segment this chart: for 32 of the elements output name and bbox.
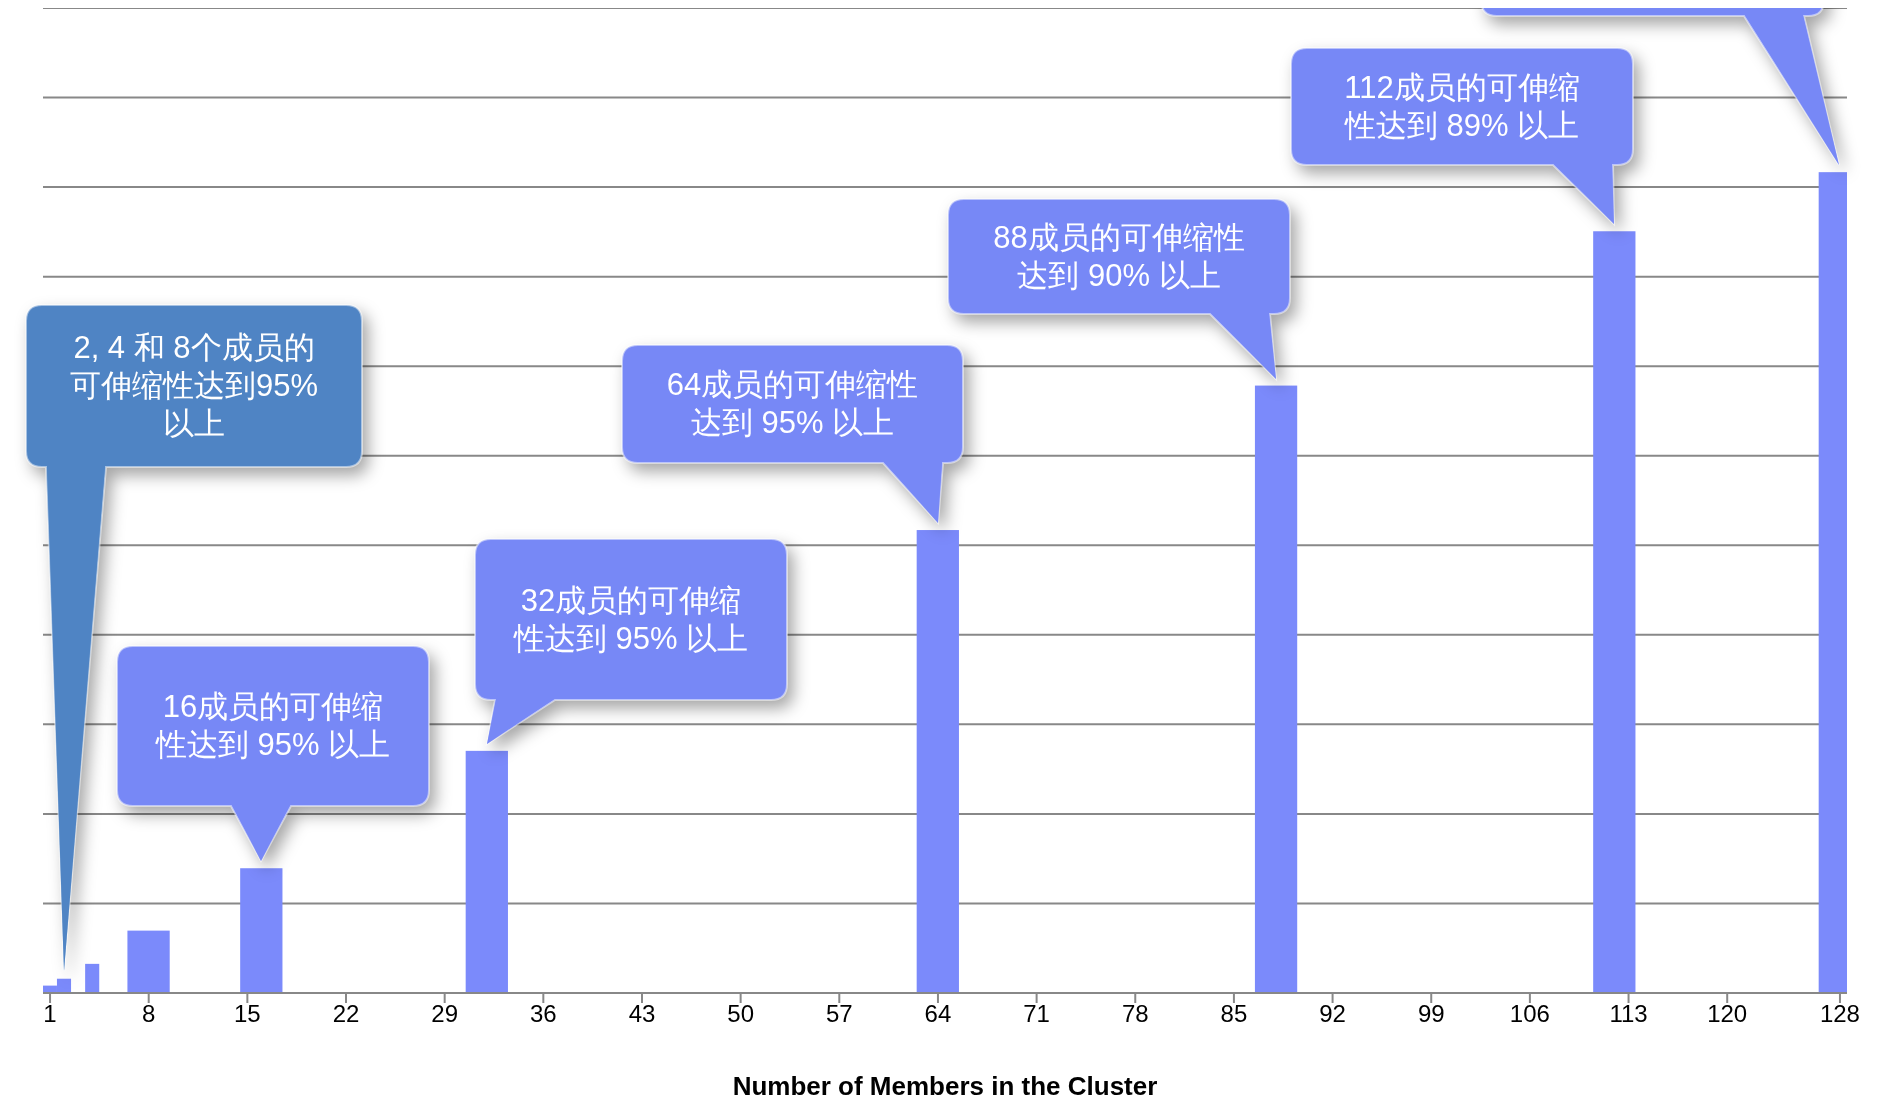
bar — [916, 530, 959, 993]
text: 112成员的可伸缩性达到 89% 以上 — [1343, 68, 1581, 145]
x-tick-label: 120 — [1707, 1000, 1748, 1028]
annotation: 32成员的可伸缩性达到 95% 以上 — [512, 581, 750, 658]
annotation: 16成员的可伸缩性达到 95% 以上 — [154, 688, 392, 764]
bar — [240, 868, 283, 993]
x-tick-label: 106 — [1509, 1000, 1550, 1028]
annotation: 88成员的可伸缩性达到 90% 以上 — [992, 218, 1246, 295]
x-tick-label: 128 — [1819, 1000, 1860, 1028]
bar — [1593, 231, 1636, 993]
x-tick-label: 64 — [924, 1000, 952, 1028]
annotation: 64成员的可伸缩性达到 95% 以上 — [665, 366, 920, 442]
x-tick-label: 99 — [1417, 1000, 1445, 1028]
bar — [127, 930, 170, 993]
x-tick-label: 8 — [142, 1000, 156, 1028]
x-tick-label: 92 — [1319, 1000, 1346, 1028]
x-axis-title: Number of Members in the Cluster — [732, 1071, 1158, 1101]
x-tick-label: 29 — [431, 1000, 459, 1028]
x-tick-label: 113 — [1609, 1000, 1648, 1028]
x-tick-label: 43 — [628, 1000, 656, 1028]
annotation: 2, 4 和 8个成员的可伸缩性达到95% 以上 — [68, 329, 319, 443]
x-tick-label: 78 — [1121, 1000, 1149, 1028]
x-tick-label: 22 — [332, 1000, 360, 1028]
bar — [1254, 385, 1298, 993]
x-tick-label: 15 — [234, 1000, 261, 1028]
bar — [465, 750, 508, 993]
x-tick-label: 71 — [1023, 1000, 1050, 1028]
x-tick-label: 36 — [529, 1000, 557, 1028]
x-tick-label: 57 — [825, 1000, 853, 1028]
x-tick-label: 50 — [727, 1000, 754, 1028]
x-tick-label: 1 — [43, 1000, 57, 1028]
x-tick-label: 85 — [1220, 1000, 1248, 1028]
